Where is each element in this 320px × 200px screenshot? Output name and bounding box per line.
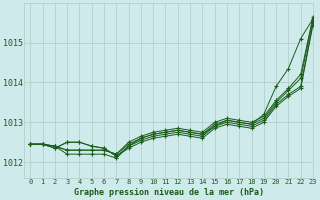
X-axis label: Graphe pression niveau de la mer (hPa): Graphe pression niveau de la mer (hPa)	[74, 188, 264, 197]
